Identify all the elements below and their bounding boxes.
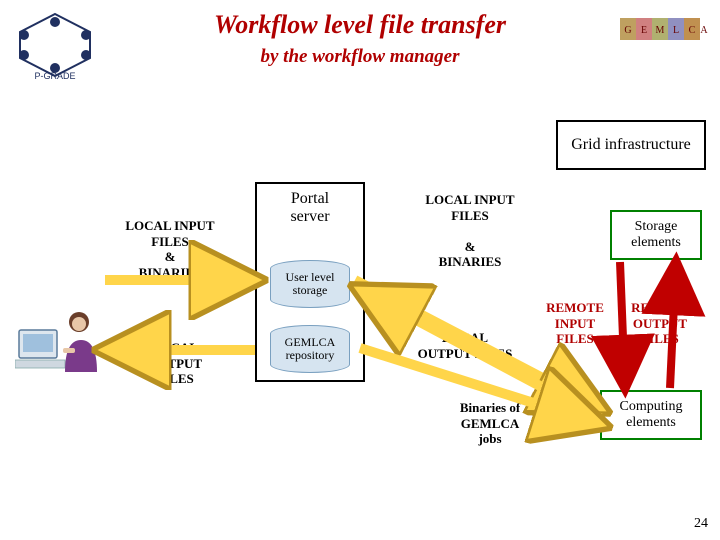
label-remote-output: REMOTE OUTPUT FILES xyxy=(620,300,700,347)
computing-elements-box: Computing elements xyxy=(600,390,702,440)
label-remote-input: REMOTE INPUT FILES xyxy=(535,300,615,347)
slide-subtitle: by the workflow manager xyxy=(0,46,720,68)
grid-infrastructure-box: Grid infrastructure xyxy=(556,120,706,170)
slide-number: 24 xyxy=(694,516,708,532)
label-local-output-mid: LOCAL OUTPUT FILES xyxy=(400,330,530,361)
portal-server-title: Portal server xyxy=(255,190,365,226)
storage-elements-box: Storage elements xyxy=(610,210,702,260)
svg-text:P-GRADE: P-GRADE xyxy=(34,71,75,80)
label-binaries-gemlca: Binaries of GEMLCA jobs xyxy=(435,400,545,447)
label-local-output-left: LOCAL OUTPUT FILES xyxy=(130,340,220,387)
user-level-storage-cylinder: User level storage xyxy=(270,260,350,308)
slide-title: Workflow level file transfer xyxy=(0,10,720,40)
label-local-input-mid: LOCAL INPUT FILES & BINARIES xyxy=(410,192,530,270)
grid-infrastructure-label: Grid infrastructure xyxy=(571,136,691,154)
label-local-input-left: LOCAL INPUT FILES & BINARIES xyxy=(110,218,230,280)
user-at-computer-icon xyxy=(15,300,105,380)
gemlca-repository-cylinder: GEMLCA repository xyxy=(270,325,350,373)
